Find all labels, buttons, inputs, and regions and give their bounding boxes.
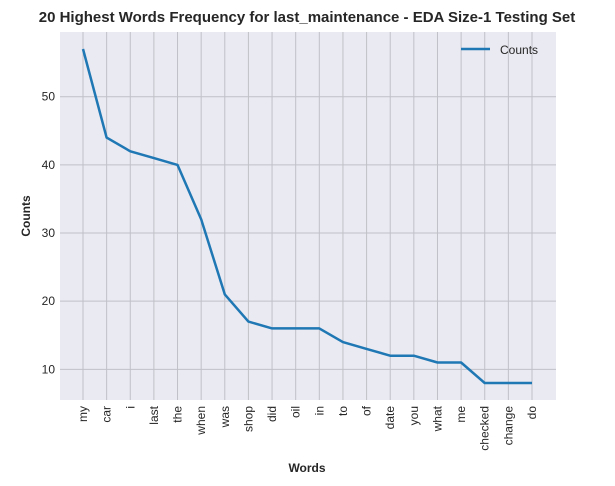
plot-area — [60, 32, 556, 400]
legend: Counts — [461, 43, 538, 57]
y-axis-label: Counts — [19, 195, 33, 237]
legend-label-counts: Counts — [500, 43, 538, 57]
x-tick-label: date — [383, 406, 397, 430]
x-tick-label: me — [454, 406, 468, 423]
x-tick-label: car — [100, 406, 114, 423]
x-tick-label: you — [407, 406, 421, 425]
series-line-counts — [81, 48, 532, 385]
x-axis-label: Words — [288, 461, 325, 475]
x-tick-label: last — [147, 405, 161, 424]
x-tick-label: shop — [241, 406, 255, 432]
x-tick-label: checked — [478, 406, 492, 451]
x-tick-label: oil — [289, 406, 303, 418]
x-tick-label: to — [336, 406, 350, 416]
y-tick-label: 20 — [42, 294, 56, 308]
x-tick-label: was — [218, 406, 232, 428]
x-tick-label: in — [312, 406, 326, 415]
gridlines — [60, 32, 556, 400]
x-tick-label: my — [76, 406, 90, 422]
x-axis-ticks: my car i last the when was shop did oil in to of date… — [76, 405, 539, 450]
x-tick-label: do — [525, 406, 539, 420]
y-axis-ticks: 10 20 30 40 50 — [42, 90, 56, 377]
x-tick-label: the — [171, 406, 185, 423]
y-tick-label: 10 — [42, 362, 56, 376]
chart-title: 20 Highest Words Frequency for last_main… — [39, 9, 576, 26]
x-tick-label: change — [501, 406, 515, 446]
y-tick-label: 50 — [42, 90, 56, 104]
x-tick-label: i — [123, 406, 137, 409]
x-tick-label: of — [360, 405, 374, 416]
x-tick-label: did — [265, 406, 279, 422]
x-tick-label: what — [430, 405, 444, 432]
y-tick-label: 30 — [42, 226, 56, 240]
y-tick-label: 40 — [42, 158, 56, 172]
x-tick-label: when — [194, 406, 208, 436]
series-group — [81, 48, 533, 385]
